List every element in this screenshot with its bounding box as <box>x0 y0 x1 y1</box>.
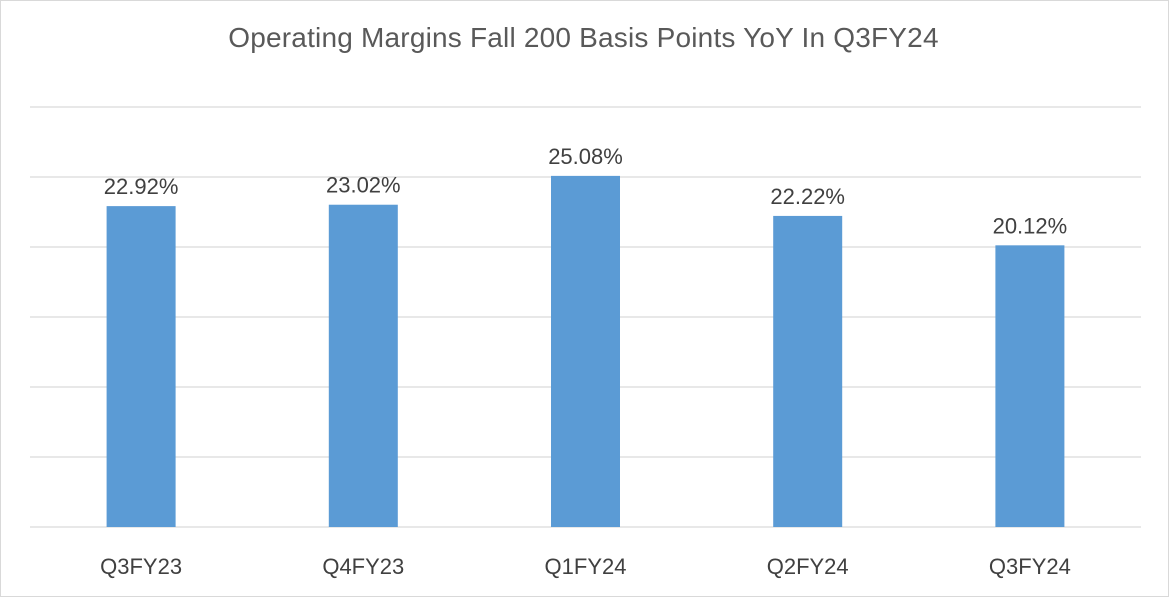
data-label-q3fy24: 20.12% <box>993 213 1068 238</box>
data-label-q3fy23: 22.92% <box>104 174 179 199</box>
bar-q3fy24 <box>995 245 1065 527</box>
bar-q2fy24 <box>773 215 843 528</box>
x-tick-label-q1fy24: Q1FY24 <box>545 554 627 579</box>
bar-q3fy23 <box>106 206 176 527</box>
bar-q4fy23 <box>328 204 398 527</box>
x-tick-label-q4fy23: Q4FY23 <box>322 554 404 579</box>
chart-title: Operating Margins Fall 200 Basis Points … <box>228 22 939 53</box>
bar-q1fy24 <box>551 175 620 527</box>
x-tick-label-q3fy23: Q3FY23 <box>100 554 182 579</box>
data-label-q1fy24: 25.08% <box>548 144 623 169</box>
data-labels: 22.92% 23.02% 25.08% 22.22% 20.12% <box>104 144 1067 238</box>
bars <box>106 175 1065 528</box>
category-axis: Q3FY23 Q4FY23 Q1FY24 Q2FY24 Q3FY24 <box>100 554 1071 579</box>
x-tick-label-q3fy24: Q3FY24 <box>989 554 1071 579</box>
x-tick-label-q2fy24: Q2FY24 <box>767 554 849 579</box>
data-label-q4fy23: 23.02% <box>326 173 401 198</box>
data-label-q2fy24: 22.22% <box>770 184 845 209</box>
